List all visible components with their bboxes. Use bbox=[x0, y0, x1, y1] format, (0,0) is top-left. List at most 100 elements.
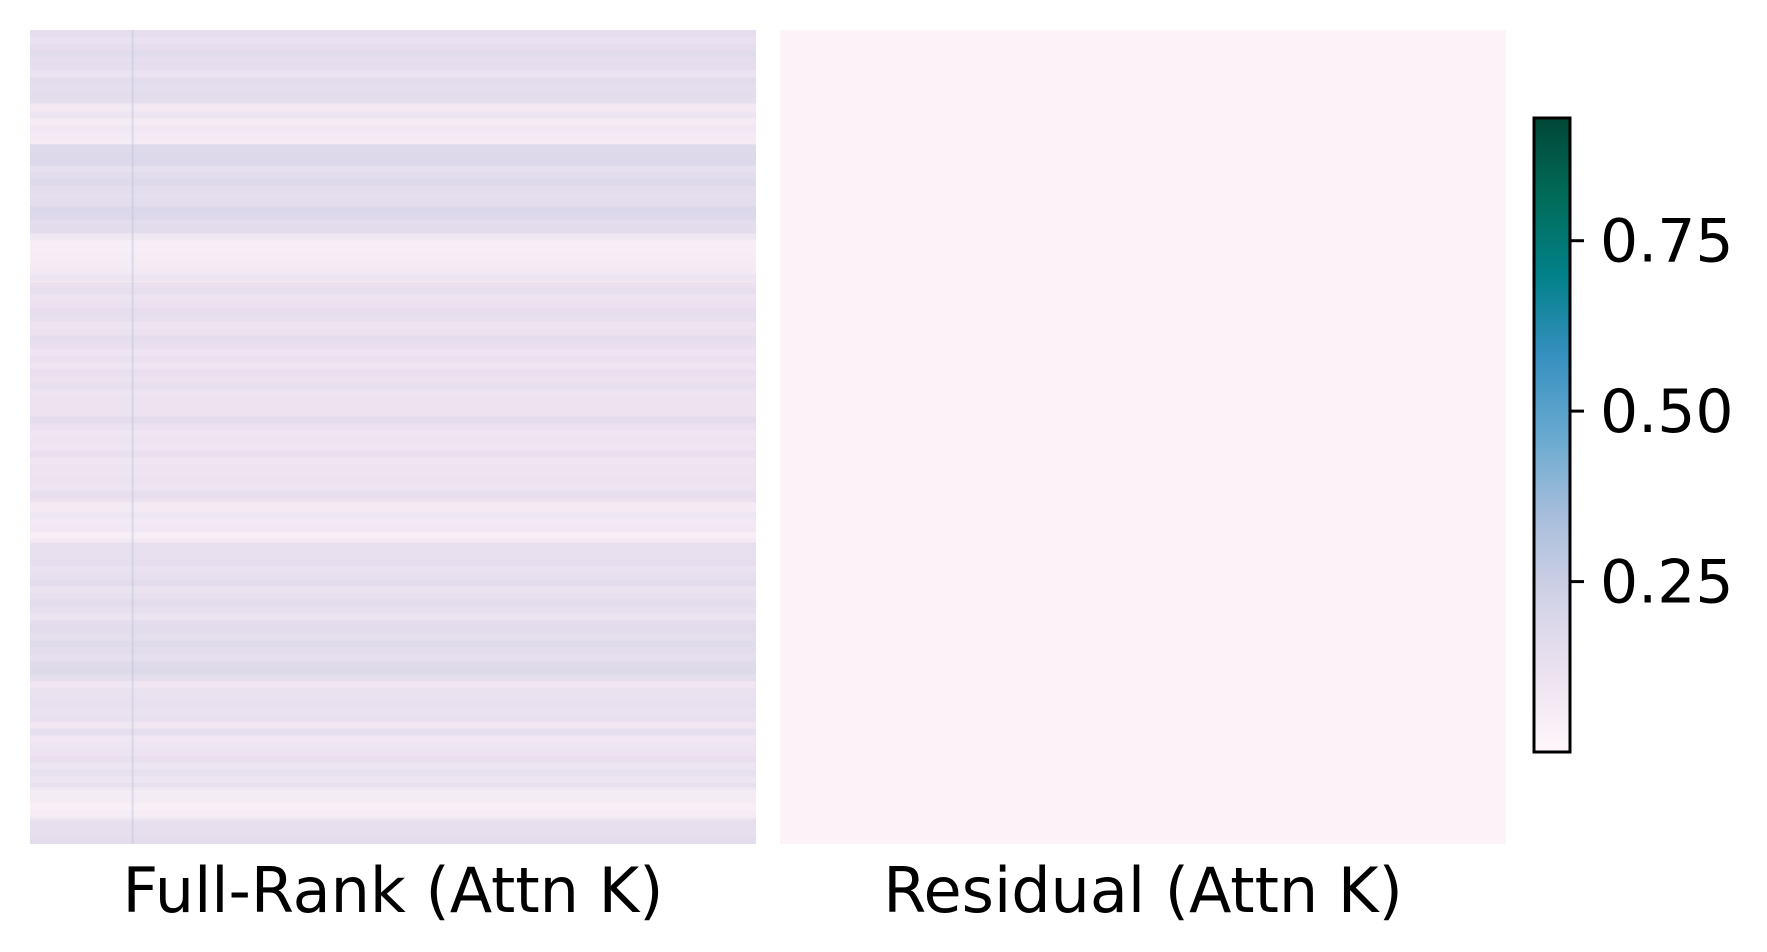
heatmap-row-texture bbox=[30, 552, 756, 560]
heatmap-row-texture bbox=[30, 206, 756, 214]
heatmap-row-texture bbox=[30, 633, 756, 641]
heatmap-row-texture bbox=[30, 749, 756, 756]
heatmap-band-8 bbox=[30, 681, 756, 787]
heatmap-band-0 bbox=[30, 30, 756, 104]
heatmap-row-texture bbox=[30, 260, 756, 268]
heatmap-row-texture bbox=[30, 369, 756, 376]
heatmap-row-texture bbox=[30, 240, 756, 248]
heatmap-row-texture bbox=[30, 355, 756, 363]
heatmap-band-5 bbox=[30, 502, 756, 543]
heatmap-row-texture bbox=[30, 721, 756, 729]
heatmap-row-texture bbox=[30, 701, 756, 709]
heatmap-row-texture bbox=[30, 443, 756, 451]
heatmap-row-texture bbox=[30, 728, 756, 736]
heatmap-band-10 bbox=[30, 819, 756, 844]
heatmap-row-texture bbox=[30, 63, 756, 71]
heatmap-residual bbox=[780, 30, 1506, 844]
heatmap-row-texture bbox=[30, 681, 756, 688]
heatmap-row-texture bbox=[30, 823, 756, 831]
heatmap-row-texture bbox=[30, 172, 756, 180]
heatmap-row-texture bbox=[30, 416, 756, 424]
heatmap-row-texture bbox=[30, 287, 756, 295]
heatmap-row-texture bbox=[30, 620, 756, 627]
heatmap-row-texture bbox=[30, 742, 756, 750]
heatmap-row-texture bbox=[30, 613, 756, 621]
heatmap-row-texture bbox=[30, 735, 756, 743]
heatmap-row-texture bbox=[30, 104, 756, 112]
heatmap-row-texture bbox=[30, 538, 756, 546]
colorbar-tick-label: 0.25 bbox=[1600, 548, 1734, 618]
heatmap-row-texture bbox=[30, 545, 756, 553]
heatmap-row-texture bbox=[30, 348, 756, 356]
heatmap-row-texture bbox=[30, 199, 756, 207]
heatmap-row-texture bbox=[30, 708, 756, 716]
heatmap-row-texture bbox=[30, 342, 756, 349]
heatmap-row-texture bbox=[30, 470, 756, 478]
heatmap-row-texture bbox=[30, 803, 756, 811]
heatmap-row-texture bbox=[30, 762, 756, 770]
heatmap-row-texture bbox=[30, 247, 756, 254]
colorbar-tick-label: 0.75 bbox=[1600, 207, 1734, 277]
heatmap-row-texture bbox=[30, 84, 756, 92]
heatmap-row-texture bbox=[30, 314, 756, 322]
heatmap-row-texture bbox=[30, 253, 756, 261]
heatmap-row-texture bbox=[30, 57, 756, 64]
heatmap-band-3 bbox=[30, 233, 756, 283]
heatmap-row-texture bbox=[30, 43, 756, 51]
heatmap-row-texture bbox=[30, 294, 756, 302]
heatmap-row-texture bbox=[30, 674, 756, 682]
heatmap-row-texture bbox=[30, 606, 756, 614]
heatmap-row-texture bbox=[30, 382, 756, 390]
heatmap-row-texture bbox=[30, 403, 756, 410]
heatmap-row-texture bbox=[30, 640, 756, 648]
heatmap-row-texture bbox=[30, 281, 756, 288]
heatmap-row-texture bbox=[30, 145, 756, 153]
heatmap-row-texture bbox=[30, 810, 756, 817]
heatmap-row-texture bbox=[30, 626, 756, 634]
colorbar-tick-label: 0.50 bbox=[1600, 377, 1734, 447]
colorbar-frame bbox=[1532, 116, 1572, 754]
heatmap-band-4 bbox=[30, 282, 756, 503]
heatmap-row-texture bbox=[30, 830, 756, 838]
heatmap-row-texture bbox=[30, 776, 756, 783]
heatmap-row-texture bbox=[30, 70, 756, 78]
heatmap-row-texture bbox=[30, 389, 756, 397]
heatmap-row-texture bbox=[30, 450, 756, 458]
heatmap-row-texture bbox=[30, 532, 756, 539]
heatmap-row-texture bbox=[30, 233, 756, 241]
heatmap-row-texture bbox=[30, 186, 756, 193]
heatmap-row-texture bbox=[30, 837, 756, 844]
heatmap-row-texture bbox=[30, 430, 756, 437]
heatmap-row-texture bbox=[30, 647, 756, 655]
heatmap-row-texture bbox=[30, 267, 756, 275]
colorbar: 0.25 0.50 0.75 bbox=[1532, 116, 1734, 754]
heatmap-row-texture bbox=[30, 572, 756, 580]
heatmap-row-texture bbox=[30, 423, 756, 431]
heatmap-row-texture bbox=[30, 789, 756, 797]
heatmap-row-texture bbox=[30, 375, 756, 383]
heatmap-row-texture bbox=[30, 219, 756, 227]
heatmap-row-texture bbox=[30, 599, 756, 607]
heatmap-row-texture bbox=[30, 437, 756, 444]
heatmap-row-texture bbox=[30, 179, 756, 186]
heatmap-row-texture bbox=[30, 111, 756, 119]
heatmap-band-9 bbox=[30, 787, 756, 820]
heatmap-row-texture bbox=[30, 131, 756, 139]
heatmap-row-texture bbox=[30, 138, 756, 146]
heatmap-row-texture bbox=[30, 36, 756, 44]
heatmap-row-texture bbox=[30, 308, 756, 315]
heatmap-row-texture bbox=[30, 165, 756, 173]
heatmap-row-texture bbox=[30, 491, 756, 499]
heatmap-full-rank bbox=[30, 30, 756, 844]
heatmap-row-texture bbox=[30, 477, 756, 485]
heatmap-row-texture bbox=[30, 91, 756, 98]
heatmap-row-texture bbox=[30, 484, 756, 492]
heatmap-row-texture bbox=[30, 396, 756, 404]
heatmap-column-line bbox=[131, 30, 134, 844]
heatmap-residual-background bbox=[780, 30, 1506, 844]
heatmap-row-texture bbox=[30, 660, 756, 668]
heatmap-row-texture bbox=[30, 783, 756, 790]
heatmap-row-texture bbox=[30, 321, 756, 329]
heatmap-row-texture bbox=[30, 525, 756, 532]
